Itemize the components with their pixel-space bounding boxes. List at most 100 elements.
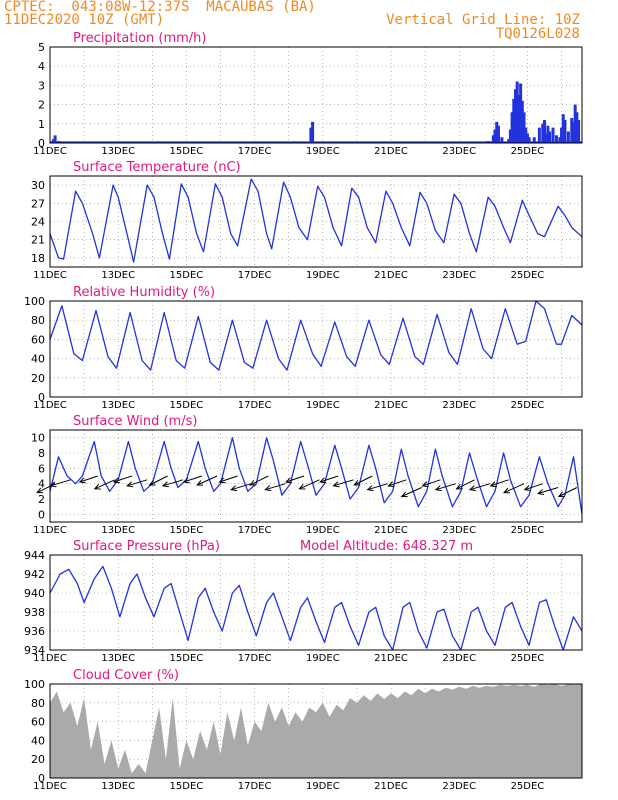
panel-4-wind-arrow (558, 487, 578, 497)
panel-1-x-tick-label: 25DEC (511, 146, 545, 157)
panel-1-precip-bar (495, 121, 499, 143)
panel-4-wind-arrow-head (400, 491, 408, 498)
panel-3-x-tick-label: 23DEC (442, 400, 476, 411)
panel-1-precip-bar (560, 127, 564, 143)
panel-6-y-tick-label: 80 (31, 697, 45, 710)
panel-1-x-tick-label: 21DEC (374, 146, 408, 157)
panel-4-wind-arrow-head (557, 491, 565, 498)
panel-6-y-tick-label: 60 (31, 716, 45, 729)
panel-6-y-tick-label: 20 (31, 753, 45, 766)
panel-3-x-tick-label: 11DEC (33, 400, 67, 411)
panel-1-precip-bar (520, 100, 524, 143)
panel-1-precip-bar (532, 137, 536, 143)
panel-4-wind-arrow (537, 487, 559, 494)
panel-1-precip-bar (551, 127, 555, 143)
panel-1-y-tick-label: 1 (38, 118, 45, 131)
panel-2-y-tick-label: 21 (31, 234, 45, 247)
panel-1-precip-bar (525, 133, 529, 143)
panel-3-y-tick-label: 0 (38, 391, 45, 404)
panel-5-x-tick-label: 25DEC (511, 653, 545, 664)
panel-4-wind-arrow-head (126, 481, 134, 488)
panel-4-wind-arrow (320, 475, 339, 483)
panel-4-wind-arrow (113, 475, 133, 483)
panel-4-wind-arrow (127, 479, 148, 487)
panel-3-series-line (49, 300, 583, 371)
panel-2-x-tick-label: 15DEC (170, 270, 204, 281)
panel-2-x-tick-label: 21DEC (374, 270, 408, 281)
header-datetime: 11DEC2020 10Z (GMT) (4, 12, 165, 28)
panel-4-wind-arrow-head (434, 485, 442, 492)
panel-1-y-tick-label: 3 (38, 79, 45, 92)
panel-4-wind-arrow (503, 483, 525, 494)
panel-1-x-tick-label: 11DEC (33, 146, 67, 157)
panel-1-precip-bar (558, 137, 562, 143)
panel-4-title: Surface Wind (m/s) (73, 414, 197, 429)
panel-1-precip-bar (309, 127, 313, 143)
panel-4-x-tick-label: 25DEC (511, 525, 545, 536)
panel-4-wind-arrow-head (332, 481, 340, 488)
panel-5-y-tick-label: 936 (24, 625, 45, 638)
panel-1-x-tick-label: 13DEC (101, 146, 135, 157)
panel-4-x-tick-label: 17DEC (238, 525, 272, 536)
panel-4-wind-arrow-head (298, 483, 306, 490)
panel-2-x-tick-label: 17DEC (238, 270, 272, 281)
panel-4-x-tick-label: 15DEC (170, 525, 204, 536)
panel-4-wind-arrow-head (319, 477, 327, 484)
panel-4-wind-arrow-head (537, 489, 545, 495)
panel-4-y-tick-label: 8 (38, 447, 45, 460)
panel-1-precip-bar (561, 114, 565, 143)
panel-4-wind-arrow (285, 475, 305, 483)
panel-4-wind-arrow-head (421, 481, 429, 488)
panel-1-precip-bar (563, 119, 567, 143)
panel-3-x-tick-label: 25DEC (511, 400, 545, 411)
panel-5-x-tick-label: 11DEC (33, 653, 67, 664)
panel-1-precip-bar (500, 137, 504, 143)
panel-1-precip-bar (566, 131, 570, 143)
panel-6-x-tick-label: 25DEC (511, 781, 545, 792)
panel-4-wind-arrow-head (489, 481, 497, 488)
panel-1-precip-bar (522, 112, 526, 143)
panel-1-precip-bar (554, 135, 558, 143)
panel-1-frame (49, 46, 583, 144)
panel-3-y-tick-label: 100 (24, 295, 45, 308)
panel-6-title: Cloud Cover (%) (73, 668, 179, 683)
panel-6-x-tick-label: 13DEC (101, 781, 135, 792)
panel-6-x-tick-label: 11DEC (33, 781, 67, 792)
panel-5-x-tick-label: 15DEC (170, 653, 204, 664)
panel-1-precip-bar (508, 129, 512, 143)
panel-3-x-tick-label: 15DEC (170, 400, 204, 411)
panel-5-title: Surface Pressure (hPa) (73, 539, 220, 554)
panel-4-wind-arrow (422, 479, 441, 487)
panel-4-wind-arrow (490, 479, 509, 487)
panel-1-x-tick-label: 15DEC (170, 146, 204, 157)
panel-6-frame (49, 683, 583, 779)
panel-4-wind-arrow-head (93, 483, 101, 490)
panel-4-wind-arrow-head (230, 485, 238, 492)
panel-5-y-tick-label: 938 (24, 606, 45, 619)
panel-6-cloud-area (50, 684, 582, 778)
panel-1-precip-bar (524, 127, 528, 143)
panel-1-precip-bar (537, 127, 541, 143)
panel-4-y-tick-label: 0 (38, 508, 45, 521)
panel-6-x-tick-label: 19DEC (306, 781, 340, 792)
header-location: CPTEC: 043:08W-12:37S MACAUBAS (BA) (4, 0, 316, 15)
panel-4-wind-arrow (401, 487, 422, 497)
panel-1-precip-bar (527, 137, 531, 143)
panel-1-precip-bar (51, 139, 55, 143)
panel-6-x-tick-label: 17DEC (238, 781, 272, 792)
panel-4-wind-arrow (333, 479, 354, 487)
panel-4-frame (49, 429, 583, 523)
panel-4-wind-arrow-head (161, 481, 170, 488)
panel-4-wind-arrow-head (502, 487, 511, 494)
panel-5-x-tick-label: 21DEC (374, 653, 408, 664)
panel-1-precip-bar (510, 112, 514, 143)
panel-2-series-line (49, 178, 583, 263)
panel-4-wind-arrow (524, 483, 543, 491)
panel-5-frame (49, 554, 583, 651)
panel-1-precip-bar (311, 121, 315, 143)
panel-1-title: Precipitation (mm/h) (73, 31, 206, 46)
panel-4-wind-arrow-head (353, 479, 361, 486)
panel-6-y-tick-label: 100 (24, 678, 45, 691)
panel-4-y-tick-label: 4 (38, 478, 45, 491)
